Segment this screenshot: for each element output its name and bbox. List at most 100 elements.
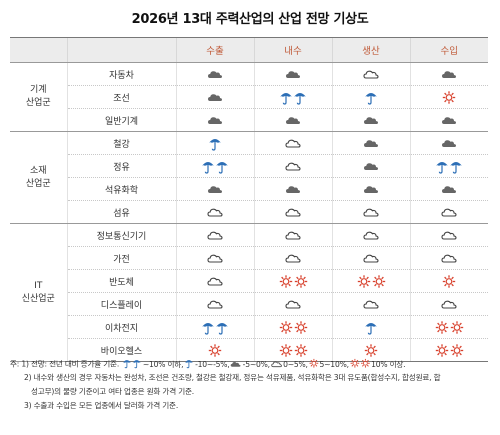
cloud-outline-icon <box>441 228 457 242</box>
group-label-line: 산업군 <box>25 98 51 108</box>
note-line-4: 3) 수출과 수입은 모든 업종에서 달러화 가격 기준. <box>24 401 179 410</box>
forecast-cell <box>253 292 332 316</box>
forecast-cell <box>253 131 332 155</box>
cloud-outline-icon <box>363 251 379 265</box>
cloud-outline-icon <box>363 205 379 219</box>
forecast-cell <box>331 62 410 86</box>
cloud-outline-icon <box>271 359 282 372</box>
industry-name: 가전 <box>66 246 176 270</box>
forecast-cell <box>253 108 332 132</box>
table-row: 석유화학 <box>10 177 488 201</box>
industry-name: 일반기계 <box>66 108 176 132</box>
cloud-icon <box>363 182 379 196</box>
forecast-cell <box>331 177 410 201</box>
forecast-cell <box>331 223 410 247</box>
forecast-cell <box>409 177 488 201</box>
forecast-cell <box>409 292 488 316</box>
cloud-outline-icon <box>441 205 457 219</box>
forecast-cell <box>253 154 332 178</box>
forecast-cell <box>409 62 488 86</box>
cloud-icon <box>441 67 457 81</box>
forecast-cell <box>175 177 254 201</box>
cloud-outline-icon <box>207 297 223 311</box>
forecast-cell <box>175 223 254 247</box>
legend-text: 5~10%, <box>319 359 349 369</box>
cloud-outline-icon <box>363 67 379 81</box>
table-row: 정유 <box>10 154 488 178</box>
legend-text: -10~-5%, <box>195 359 230 369</box>
forecast-cell <box>175 85 254 109</box>
header-industry <box>66 37 176 63</box>
industry-name: 조선 <box>66 85 176 109</box>
cloud-icon <box>363 159 379 173</box>
forecast-cell <box>253 85 332 109</box>
forecast-cell <box>409 338 488 362</box>
forecast-cell <box>253 200 332 224</box>
cloud-outline-icon <box>363 228 379 242</box>
sun-icon <box>364 343 378 358</box>
forecast-cell <box>331 246 410 270</box>
double-sun-icon <box>357 274 386 289</box>
double-sun-icon <box>279 274 308 289</box>
table-header-row: 수출 내수 생산 수입 <box>10 37 488 63</box>
table-body: 기계 산업군 자동차 조선 일반기계 소재 산업군 철강 정유 석유화학 섬유 IT 신산업군 정보… <box>10 62 488 362</box>
forecast-cell <box>253 223 332 247</box>
forecast-cell <box>253 177 332 201</box>
legend-text: 10% 이상. <box>371 359 406 369</box>
double-umbrella-icon <box>279 90 307 105</box>
header-export: 수출 <box>175 37 254 63</box>
cloud-icon <box>207 90 223 104</box>
forecast-cell <box>409 131 488 155</box>
cloud-outline-icon <box>207 274 223 288</box>
double-sun-icon <box>279 343 308 358</box>
industry-name: 반도체 <box>66 269 176 293</box>
group-label-line: 산업군 <box>25 178 51 189</box>
double-sun-icon <box>435 320 464 335</box>
forecast-cell <box>409 108 488 132</box>
cloud-icon <box>285 113 301 127</box>
forecast-cell <box>175 131 254 155</box>
sun-icon <box>208 343 222 358</box>
cloud-icon <box>441 113 457 127</box>
cloud-icon <box>363 113 379 127</box>
table-row: 바이오헬스 <box>10 338 488 362</box>
forecast-cell <box>253 62 332 86</box>
umbrella-icon <box>364 90 378 105</box>
page-title: 2026년 13대 주력산업의 산업 전망 기상도 <box>131 12 369 27</box>
table-row: 소재 산업군 철강 <box>10 131 488 224</box>
cloud-outline-icon <box>285 251 301 265</box>
legend-text: -5~0%, <box>242 359 270 369</box>
industry-name: 바이오헬스 <box>66 338 176 362</box>
cloud-outline-icon <box>285 297 301 311</box>
industry-name: 철강 <box>66 131 176 155</box>
header-group <box>10 37 67 63</box>
cloud-icon <box>285 67 301 81</box>
forecast-cell <box>409 154 488 178</box>
group-label-line: 기계 <box>29 85 47 95</box>
forecast-cell <box>409 269 488 293</box>
group-label: IT 신산업군 <box>10 223 67 362</box>
double-sun-icon <box>279 320 308 335</box>
umbrella-icon <box>364 320 378 335</box>
industry-name: 자동차 <box>66 62 176 86</box>
cloud-outline-icon <box>207 251 223 265</box>
sun-icon <box>442 90 456 105</box>
forecast-cell <box>409 246 488 270</box>
note-line-3: 성고무)의 물량 기준이고 여타 업종은 원화 가격 기준. <box>31 387 194 396</box>
forecast-cell <box>331 85 410 109</box>
umbrella-icon <box>208 136 222 151</box>
forecast-cell <box>331 154 410 178</box>
sun-icon <box>309 358 319 372</box>
forecast-cell <box>253 315 332 339</box>
industry-name: 석유화학 <box>66 177 176 201</box>
sun-icon <box>442 274 456 289</box>
forecast-cell <box>409 85 488 109</box>
group-label-line: 소재 <box>29 165 47 176</box>
table-row: 기계 산업군 자동차 <box>10 62 488 132</box>
cloud-icon <box>441 182 457 196</box>
forecast-cell <box>175 154 254 178</box>
cloud-outline-icon <box>285 136 301 150</box>
forecast-cell <box>331 338 410 362</box>
